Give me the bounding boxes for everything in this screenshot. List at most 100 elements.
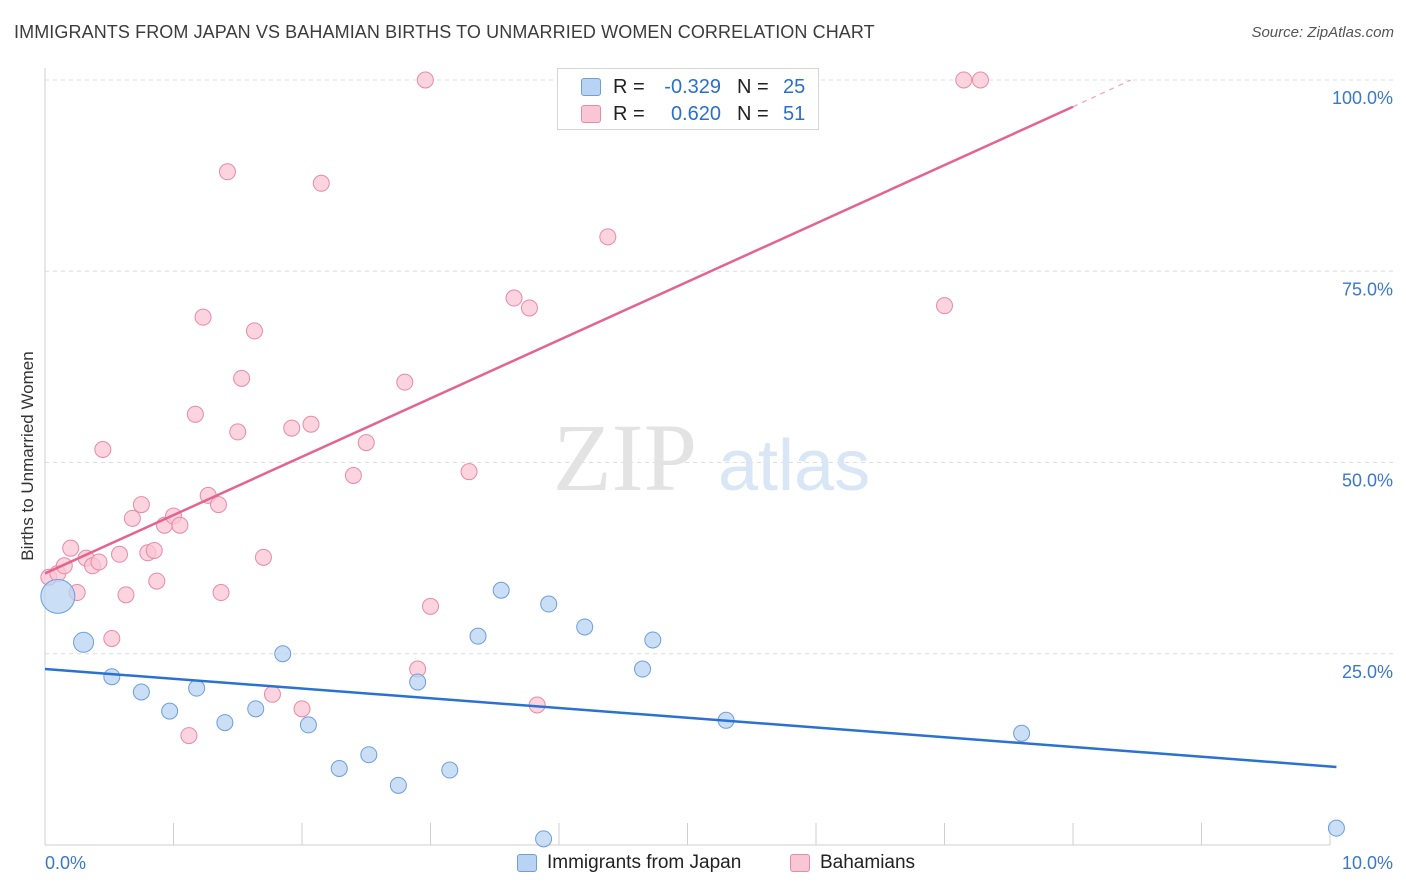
- y-tick-label: 50.0%: [1342, 471, 1393, 491]
- bahamian-point: [416, 71, 434, 89]
- bahamian-point: [218, 163, 236, 181]
- japan-point: [644, 631, 662, 649]
- japan-point: [492, 581, 510, 599]
- legend-n-label: N =: [737, 102, 769, 125]
- legend-item-japan[interactable]: Immigrants from Japan: [517, 852, 741, 874]
- bahamian-point: [396, 373, 414, 391]
- japan-trend-line: [44, 667, 1337, 769]
- bahamian-point: [955, 71, 973, 89]
- y-tick-label: 75.0%: [1342, 279, 1393, 299]
- grid-lines: [45, 79, 1395, 655]
- bahamian-legend-swatch: [790, 854, 810, 872]
- bahamian-point: [460, 463, 478, 481]
- bahamian-point: [245, 322, 263, 340]
- x-tick-label: 10.0%: [1342, 853, 1393, 873]
- x-tick-label: 0.0%: [45, 853, 86, 873]
- legend-r-value: -0.329: [664, 75, 721, 98]
- bahamian-point: [505, 289, 523, 307]
- watermark-zip: ZIP: [553, 404, 697, 511]
- bahamian-point: [145, 541, 163, 559]
- bahamian-point: [186, 405, 204, 423]
- bahamian-point: [103, 629, 121, 647]
- bahamian-point: [233, 369, 251, 387]
- japan-point: [1013, 724, 1031, 742]
- legend-row-japan: R = -0.329 N = 25: [558, 74, 805, 100]
- japan-point: [469, 627, 487, 645]
- chart-title: IMMIGRANTS FROM JAPAN VS BAHAMIAN BIRTHS…: [14, 22, 875, 42]
- japan-point: [132, 683, 150, 701]
- bahamian-point: [971, 71, 989, 89]
- japan-point: [216, 714, 234, 732]
- bahamian-point: [302, 415, 320, 433]
- legend-r-label: R =: [613, 75, 645, 98]
- legend-item-bahamian[interactable]: Bahamians: [790, 852, 915, 874]
- bahamian-point: [293, 700, 311, 718]
- japan-point: [103, 668, 121, 686]
- legend-row-bahamian: R = 0.620 N = 51: [558, 101, 805, 127]
- japan-point: [441, 761, 459, 779]
- legend-r-label: R =: [613, 102, 645, 125]
- japan-point: [576, 618, 594, 636]
- bahamian-point: [520, 299, 538, 317]
- japan-point: [389, 776, 407, 794]
- watermark-atlas: atlas: [718, 426, 870, 506]
- japan-point: [360, 746, 378, 764]
- watermark: ZIP atlas: [553, 404, 870, 511]
- bahamian-point: [180, 727, 198, 745]
- bahamian-point: [148, 572, 166, 590]
- legend-n-value: 51: [783, 102, 806, 125]
- bahamian-point: [94, 440, 112, 458]
- source-label: Source: ZipAtlas.com: [1251, 24, 1394, 41]
- japan-point: [40, 578, 76, 614]
- japan-point: [1327, 819, 1345, 837]
- japan-point: [161, 702, 179, 720]
- japan-point: [247, 700, 265, 718]
- legend-r-value: 0.620: [670, 102, 721, 125]
- bahamian-point: [936, 297, 953, 315]
- bahamian-swatch: [581, 105, 601, 123]
- bahamian-point: [599, 228, 617, 246]
- bahamian-point: [90, 553, 108, 571]
- bahamian-point: [229, 423, 247, 441]
- bahamian-point: [209, 496, 227, 514]
- bahamian-point: [212, 584, 230, 602]
- tick-labels: 100.0% 75.0% 50.0% 25.0% 0.0% 10.0%: [45, 88, 1393, 873]
- japan-point: [274, 645, 292, 663]
- bahamian-point: [312, 174, 330, 192]
- legend-japan-label: Immigrants from Japan: [547, 852, 742, 873]
- japan-point: [634, 660, 652, 678]
- legend-bahamian-label: Bahamians: [820, 852, 916, 873]
- bahamian-point: [123, 509, 141, 527]
- japan-points: [40, 578, 1345, 848]
- bahamian-point: [263, 685, 281, 703]
- bahamian-point: [111, 545, 129, 563]
- japan-point: [540, 595, 558, 613]
- bahamian-point: [62, 539, 80, 557]
- bahamian-trend-extension: [1072, 79, 1132, 108]
- bahamian-point: [171, 516, 189, 534]
- bahamian-point: [283, 419, 301, 437]
- japan-point: [330, 760, 348, 777]
- japan-point: [73, 631, 95, 653]
- bahamian-trend-line: [44, 105, 1074, 575]
- bahamian-point: [117, 586, 135, 604]
- axes: [44, 68, 1331, 846]
- bahamian-point: [357, 434, 375, 452]
- bahamians-points: [40, 71, 989, 745]
- japan-legend-swatch: [517, 854, 537, 872]
- japan-point: [299, 716, 317, 734]
- japan-point: [409, 673, 427, 691]
- bahamian-point: [254, 548, 272, 566]
- correlation-legend: R = -0.329 N = 25 R = 0.620 N = 51: [557, 68, 819, 130]
- bahamian-point: [344, 467, 362, 485]
- y-tick-label: 100.0%: [1332, 88, 1393, 108]
- bahamian-point: [194, 308, 212, 326]
- legend-n-value: 25: [783, 75, 806, 98]
- y-tick-label: 25.0%: [1342, 662, 1393, 682]
- japan-point: [535, 830, 553, 848]
- bahamian-point: [422, 597, 439, 615]
- japan-swatch: [581, 78, 601, 96]
- legend-n-label: N =: [737, 75, 769, 98]
- bahamian-point: [132, 496, 150, 514]
